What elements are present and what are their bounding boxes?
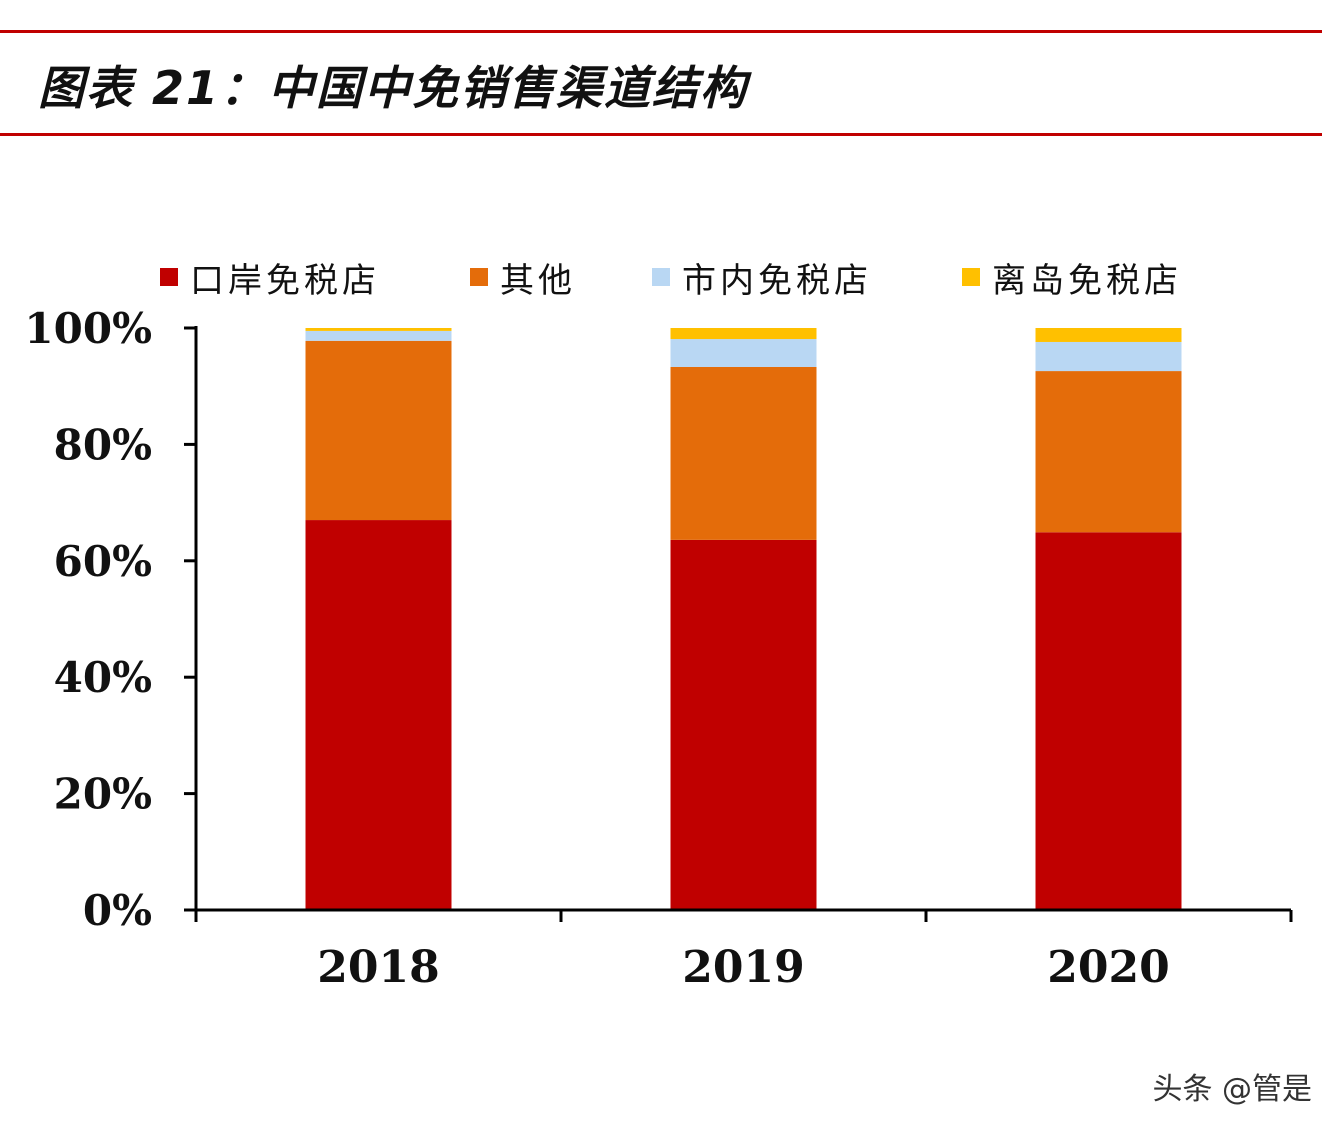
- y-tick-label: 40%: [54, 653, 152, 702]
- y-tick-label: 100%: [24, 304, 152, 353]
- bar-segment-2020-1: [1035, 371, 1182, 533]
- legend-swatch: [470, 268, 488, 286]
- y-tick-label: 20%: [54, 770, 152, 819]
- bar-segment-2018-0: [305, 520, 452, 910]
- y-tick-label: 0%: [83, 886, 152, 935]
- legend-label: 其他: [500, 261, 576, 301]
- bar-segment-2018-3: [305, 328, 452, 331]
- x-tick-label: 2018: [317, 942, 439, 993]
- legend-label: 口岸免税店: [190, 261, 380, 301]
- watermark: 头条 @管是: [1152, 1072, 1312, 1107]
- x-tick-label: 2020: [1047, 942, 1169, 993]
- title-rule: [0, 133, 1322, 136]
- x-tick-label: 2019: [682, 942, 804, 993]
- bar-segment-2020-2: [1035, 341, 1182, 372]
- bar-segment-2020-3: [1035, 328, 1182, 342]
- legend-swatch: [652, 268, 670, 286]
- bar-segment-2019-1: [670, 366, 817, 540]
- bar-segment-2018-1: [305, 340, 452, 521]
- figure-title: 图表 21：中国中免销售渠道结构: [38, 61, 749, 115]
- bar-segment-2019-2: [670, 339, 817, 367]
- legend-label: 离岛免税店: [992, 261, 1182, 301]
- bar-segment-2018-2: [305, 330, 452, 341]
- bar-segment-2020-0: [1035, 532, 1182, 910]
- legend-label: 市内免税店: [682, 261, 872, 301]
- bar-segment-2019-0: [670, 539, 817, 910]
- legend-swatch: [160, 268, 178, 286]
- y-tick-label: 80%: [54, 420, 152, 469]
- legend-swatch: [962, 268, 980, 286]
- top-rule: [0, 30, 1322, 33]
- y-tick-label: 60%: [54, 537, 152, 586]
- bar-segment-2019-3: [670, 328, 817, 340]
